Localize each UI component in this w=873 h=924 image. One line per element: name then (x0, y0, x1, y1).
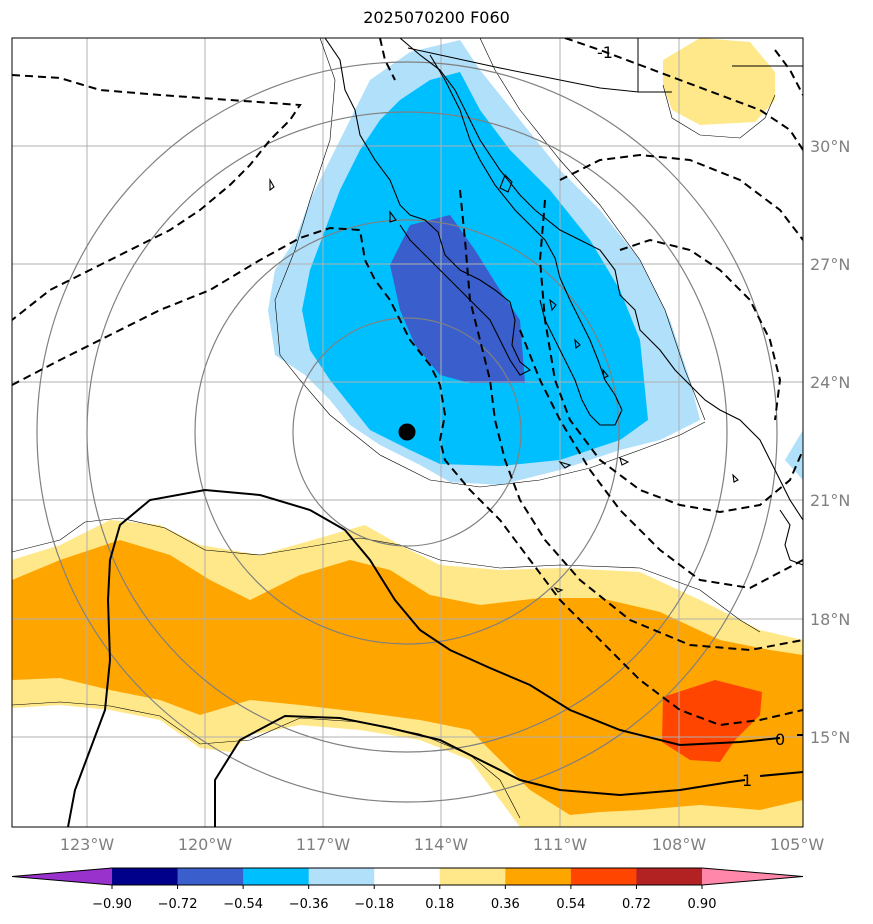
colorbar-segment (439, 868, 506, 885)
lat-label-27n: 27°N (810, 255, 850, 274)
map-title: 2025070200 F060 (363, 8, 510, 27)
colorbar-segment (570, 868, 637, 885)
lat-label-30n: 30°N (810, 137, 850, 156)
contour-label-one: 1 (742, 771, 752, 790)
positive-anomaly-medium-region (12, 540, 803, 815)
colorbar-segment (505, 868, 572, 885)
colorbar-tick-label: 0.54 (556, 897, 585, 912)
thin-outline-contours (12, 38, 776, 819)
colorbar-tick-label: 0.36 (491, 897, 520, 912)
negative-anomaly-edge-region (785, 430, 803, 480)
political-borders (407, 38, 803, 93)
vortex-circles (36, 61, 778, 803)
colorbar-tick-label: −0.72 (158, 897, 198, 912)
colorbar-segment (374, 868, 441, 885)
storm-center-marker (398, 423, 416, 441)
lon-label-120w: 120°W (178, 835, 233, 854)
colorbar: −0.90 −0.72 −0.54 −0.36 −0.18 0.18 0.36 0.54 0.7… (11, 867, 804, 912)
positive-anomaly-corner-region (663, 38, 775, 125)
colorbar-segment (308, 868, 375, 885)
map-frame (11, 37, 804, 828)
lat-label-21n: 21°N (810, 491, 850, 510)
dashed-negative-contours (12, 38, 803, 727)
contour-label-zero: 0 (775, 730, 785, 749)
colorbar-tick-label: −0.18 (354, 897, 394, 912)
map-plot-area: 0 1 -1 (12, 38, 803, 827)
lon-label-117w: 117°W (296, 835, 351, 854)
colorbar-tick-label: 0.90 (688, 897, 717, 912)
colorbar-extend-low (12, 868, 112, 885)
negative-anomaly-strong-region (390, 215, 525, 383)
lon-label-111w: 111°W (533, 835, 588, 854)
colorbar-tick-label: −0.36 (289, 897, 329, 912)
lat-label-18n: 18°N (810, 610, 850, 629)
contour-label-minus-one: -1 (597, 43, 613, 62)
colorbar-segment (112, 868, 179, 885)
coastline (269, 38, 803, 593)
colorbar-extend-high (702, 868, 803, 885)
colorbar-segment (243, 868, 310, 885)
lon-label-105w: 105°W (770, 835, 825, 854)
solid-contours (67, 488, 803, 827)
colorbar-tick-label: −0.90 (92, 897, 132, 912)
colorbar-segment (177, 868, 244, 885)
lat-label-15n: 15°N (810, 728, 850, 747)
lat-label-24n: 24°N (810, 373, 850, 392)
lon-label-114w: 114°W (414, 835, 469, 854)
colorbar-tick-label: 0.18 (425, 897, 454, 912)
colorbar-tick-label: 0.72 (622, 897, 651, 912)
lon-label-108w: 108°W (652, 835, 707, 854)
lon-label-123w: 123°W (60, 835, 115, 854)
colorbar-tick-label: −0.54 (223, 897, 263, 912)
colorbar-segment (636, 868, 703, 885)
